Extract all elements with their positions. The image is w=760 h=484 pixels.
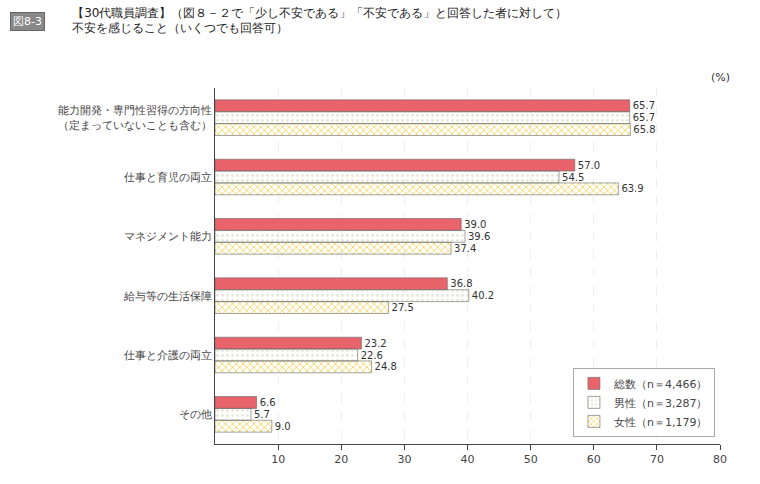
svg-text:63.9: 63.9 [621, 183, 643, 194]
svg-text:男性（n＝3,287）: 男性（n＝3,287） [614, 397, 707, 410]
svg-text:70: 70 [650, 453, 664, 466]
svg-text:57.0: 57.0 [578, 160, 600, 171]
svg-text:総数（n＝4,466）: 総数（n＝4,466） [613, 378, 707, 391]
svg-text:その他: その他 [179, 408, 212, 421]
svg-text:20: 20 [334, 453, 348, 466]
svg-text:仕事と育児の両立: 仕事と育児の両立 [124, 171, 212, 184]
svg-text:39.0: 39.0 [464, 219, 486, 230]
svg-text:マネジメント能力: マネジメント能力 [124, 230, 212, 243]
svg-text:図8-3: 図8-3 [13, 15, 42, 28]
svg-text:23.2: 23.2 [364, 338, 386, 349]
svg-text:22.6: 22.6 [361, 350, 383, 361]
svg-text:80: 80 [713, 453, 727, 466]
svg-text:39.6: 39.6 [468, 231, 490, 242]
svg-text:給与等の生活保障: 給与等の生活保障 [123, 290, 212, 303]
svg-text:6.6: 6.6 [260, 397, 276, 408]
svg-text:30: 30 [397, 453, 411, 466]
svg-text:能力開発・専門性習得の方向性（定まっていないことも含む）: 能力開発・専門性習得の方向性（定まっていないことも含む） [58, 104, 212, 131]
svg-text:仕事と介護の両立: 仕事と介護の両立 [124, 349, 212, 362]
svg-text:37.4: 37.4 [454, 243, 476, 254]
svg-text:54.5: 54.5 [562, 172, 584, 183]
svg-text:40: 40 [461, 453, 475, 466]
svg-text:9.0: 9.0 [275, 421, 291, 432]
svg-text:50: 50 [524, 453, 538, 466]
svg-text:36.8: 36.8 [450, 278, 472, 289]
svg-text:【30代職員調査】（図８－２で「少し不安である」「不安である: 【30代職員調査】（図８－２で「少し不安である」「不安である」と回答した者に対し… [72, 6, 567, 36]
svg-text:40.2: 40.2 [472, 290, 494, 301]
svg-text:24.8: 24.8 [375, 361, 397, 372]
svg-text:5.7: 5.7 [254, 409, 270, 420]
svg-text:27.5: 27.5 [392, 302, 414, 313]
svg-text:女性（n＝1,179）: 女性（n＝1,179） [614, 416, 707, 429]
svg-text:(%): (%) [711, 71, 730, 84]
svg-text:10: 10 [271, 453, 285, 466]
svg-text:65.8: 65.8 [633, 124, 655, 135]
svg-text:65.7: 65.7 [633, 100, 655, 111]
svg-text:60: 60 [587, 453, 601, 466]
svg-text:65.7: 65.7 [633, 112, 655, 123]
